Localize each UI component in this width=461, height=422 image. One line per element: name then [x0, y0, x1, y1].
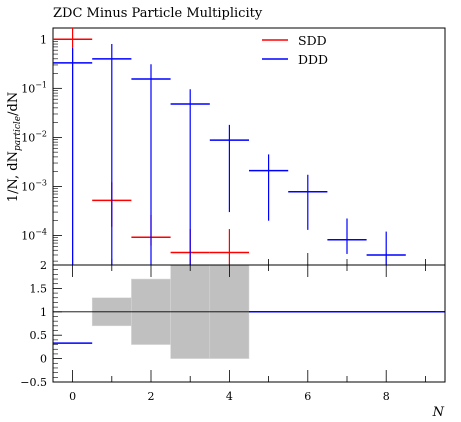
- x-tick-label: 4: [226, 390, 233, 403]
- legend-label-ddd: DDD: [298, 52, 328, 67]
- x-tick-label: 6: [304, 390, 311, 403]
- y-axis-label-tail: /dN: [6, 92, 21, 116]
- x-axis-label: N: [432, 405, 445, 420]
- ratio-y-tick-label: 1.5: [30, 282, 48, 295]
- main-panel: 1 10−1 10−2 10−3 10−4: [21, 27, 446, 266]
- ratio-y-tick-label: 0.5: [30, 329, 48, 342]
- ratio-plot-frame: [52, 264, 446, 383]
- y-tick-label: 10−4: [21, 227, 47, 242]
- legend: SDD DDD: [262, 33, 328, 67]
- y-axis-label-main: 1/N, dN: [6, 151, 21, 202]
- ratio-y-tick-label: 1: [40, 306, 47, 319]
- chart-title: ZDC Minus Particle Multiplicity: [53, 6, 263, 21]
- ratio-y-tick-label: 0: [40, 353, 47, 366]
- ratio-y-tick-label: 2: [40, 259, 47, 272]
- x-tick-label: 2: [148, 390, 155, 403]
- x-tick-label: 0: [69, 390, 76, 403]
- y-tick-label: 10−2: [21, 129, 47, 144]
- y-axis-label: 1/N, dNparticle/dN: [6, 92, 23, 202]
- ratio-y-tick-label: −0.5: [20, 376, 47, 389]
- y-tick-label: 10−1: [21, 80, 47, 95]
- x-tick-label: 8: [383, 390, 390, 403]
- ratio-panel: 2 1.5 1 0.5 0 −0.5 0 2 4 6 8: [20, 259, 446, 403]
- y-axis-label-sub: particle: [13, 116, 23, 151]
- y-tick-label: 1: [40, 33, 47, 46]
- y-tick-label: 10−3: [21, 178, 47, 193]
- legend-label-sdd: SDD: [298, 33, 327, 48]
